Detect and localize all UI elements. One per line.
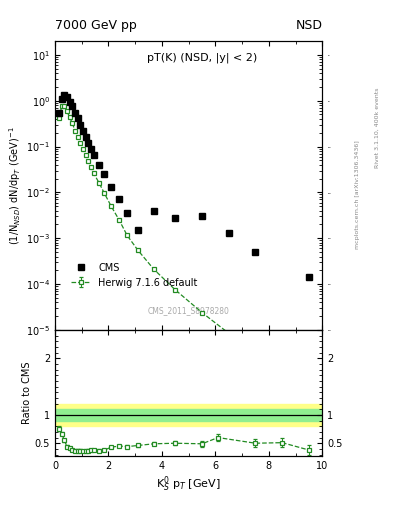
CMS [173, 215, 178, 221]
CMS [83, 134, 88, 140]
CMS [73, 110, 77, 116]
Text: NSD: NSD [295, 19, 322, 32]
CMS [102, 171, 107, 177]
Legend: CMS, Herwig 7.1.6 default: CMS, Herwig 7.1.6 default [68, 260, 200, 290]
CMS [117, 197, 121, 203]
Line: CMS: CMS [55, 91, 312, 281]
CMS [92, 152, 96, 158]
Text: pT(K) (NSD, |y| < 2): pT(K) (NSD, |y| < 2) [147, 53, 257, 63]
CMS [226, 230, 231, 236]
Y-axis label: (1/N$_{NSD}$) dN/dp$_T$ (GeV)$^{-1}$: (1/N$_{NSD}$) dN/dp$_T$ (GeV)$^{-1}$ [7, 126, 23, 245]
CMS [109, 184, 114, 190]
CMS [81, 127, 85, 134]
Text: mcplots.cern.ch [arXiv:1306.3436]: mcplots.cern.ch [arXiv:1306.3436] [355, 140, 360, 249]
CMS [253, 249, 258, 255]
CMS [307, 274, 311, 281]
Text: Rivet 3.1.10, 400k events: Rivet 3.1.10, 400k events [375, 88, 380, 168]
X-axis label: K$^0_S$ p$_T$ [GeV]: K$^0_S$ p$_T$ [GeV] [156, 475, 221, 494]
CMS [70, 103, 75, 110]
Text: 7000 GeV pp: 7000 GeV pp [55, 19, 137, 32]
CMS [86, 140, 91, 146]
CMS [97, 162, 101, 168]
CMS [125, 210, 130, 217]
CMS [89, 145, 94, 152]
CMS [78, 121, 83, 127]
CMS [75, 115, 80, 121]
CMS [62, 92, 67, 98]
CMS [67, 99, 72, 105]
CMS [136, 227, 140, 233]
CMS [152, 207, 156, 214]
CMS [200, 214, 204, 220]
Y-axis label: Ratio to CMS: Ratio to CMS [22, 361, 32, 424]
CMS [57, 110, 61, 116]
CMS [59, 96, 64, 102]
CMS [65, 94, 70, 100]
Text: CMS_2011_S8978280: CMS_2011_S8978280 [148, 307, 230, 315]
